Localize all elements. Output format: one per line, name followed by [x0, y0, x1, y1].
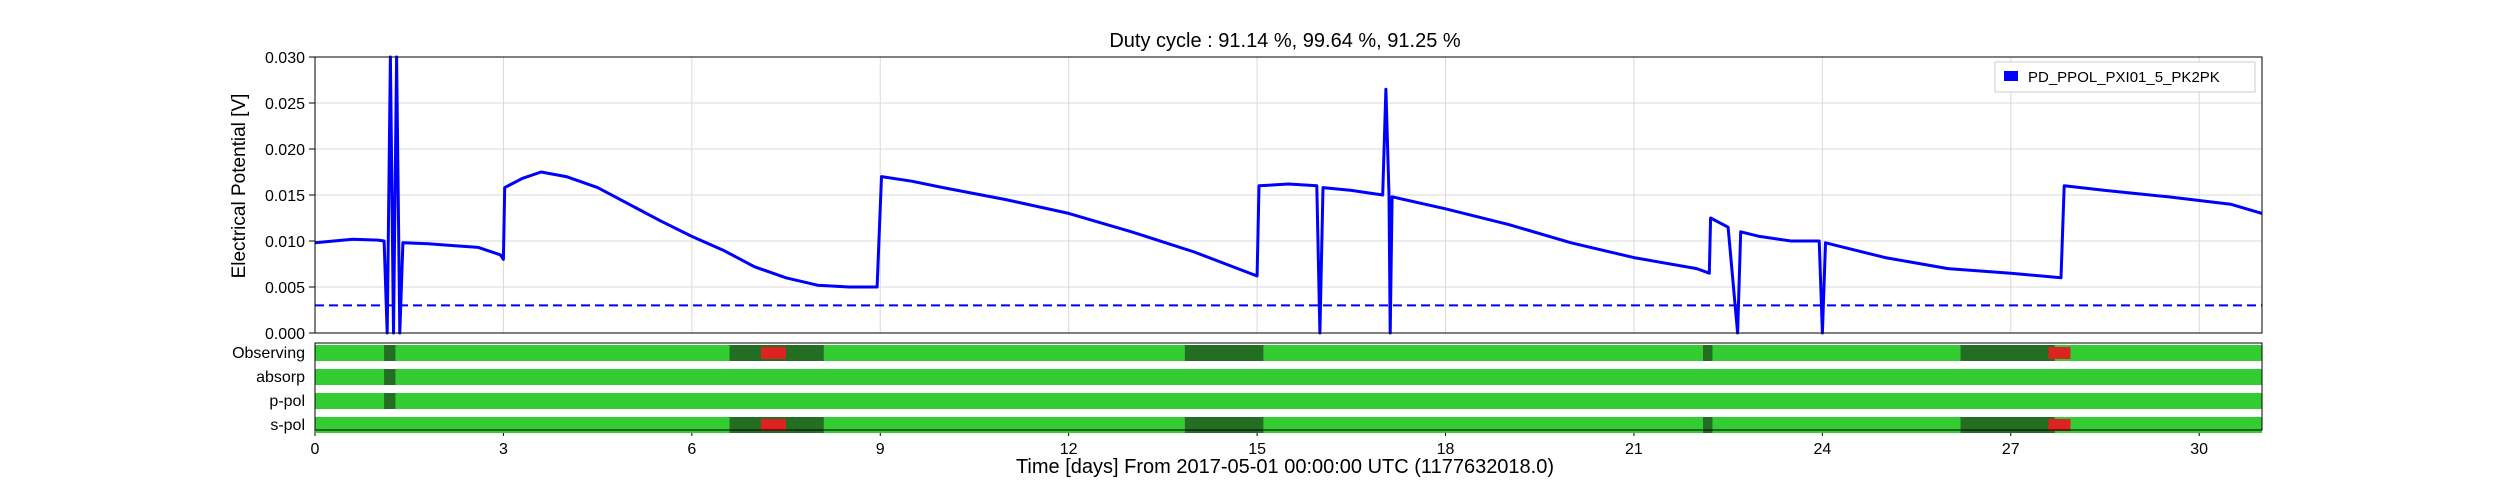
x-tick-label: 9: [876, 441, 885, 458]
y-axis-label: Electrical Potential [V]: [229, 94, 250, 279]
x-tick-label: 24: [1813, 441, 1831, 458]
segment-known: [1960, 345, 2055, 361]
segment-known: [1703, 345, 1713, 361]
segment-flag: [760, 419, 787, 431]
segment-bar-p-pol: [315, 393, 2262, 409]
x-tick-label: 27: [2002, 441, 2020, 458]
segment-label: p-pol: [269, 393, 305, 410]
segment-label: Observing: [232, 345, 305, 362]
segments-layer: Observing absorp p-pol s-pol: [232, 342, 2263, 434]
series-layer: [314, 55, 2263, 335]
y-tick-label: 0.015: [265, 188, 305, 205]
chart-title: Duty cycle : 91.14 %, 99.64 %, 91.25 %: [1109, 30, 1461, 52]
segment-known: [384, 393, 396, 409]
x-tick-label: 0: [311, 441, 320, 458]
y-tick-label: 0.025: [265, 96, 305, 113]
legend-label: PD_PPOL_PXI01_5_PK2PK: [2028, 69, 2220, 86]
x-axis-label: Time [days] From 2017-05-01 00:00:00 UTC…: [1016, 456, 1554, 478]
segment-known: [1184, 417, 1264, 433]
grid-layer: [314, 56, 2262, 334]
legend: PD_PPOL_PXI01_5_PK2PK: [1994, 61, 2256, 93]
segment-known: [1960, 417, 2055, 433]
legend-frame: [1994, 61, 2256, 93]
x-tick-label: 18: [1437, 441, 1455, 458]
x-tick-label: 21: [1625, 441, 1643, 458]
axis-layer: 0.000 0.005 0.010 0.015 0.020 0.025 0.030 0 3 6 9 1…: [265, 50, 2263, 458]
segment-flag: [2048, 347, 2071, 359]
segment-flag: [2048, 419, 2071, 431]
segment-known: [1184, 345, 1264, 361]
segment-flag: [760, 347, 787, 359]
x-tick-label: 12: [1060, 441, 1078, 458]
y-tick-label: 0.005: [265, 280, 305, 297]
segment-frame: [314, 342, 2263, 431]
y-tick-label: 0.000: [265, 326, 305, 343]
segment-known: [1703, 417, 1713, 433]
segment-label: s-pol: [270, 417, 305, 434]
x-tick-label: 6: [687, 441, 696, 458]
y-tick-label: 0.020: [265, 142, 305, 159]
y-tick-label: 0.010: [265, 234, 305, 251]
segment-bar-absorp: [315, 369, 2262, 385]
segment-label: absorp: [256, 369, 305, 386]
x-tick-label: 30: [2190, 441, 2208, 458]
series-line-0: [314, 55, 2263, 335]
y-tick-label: 0.030: [265, 50, 305, 67]
legend-swatch: [2004, 71, 2018, 81]
x-tick-label: 15: [1248, 441, 1266, 458]
x-tick-label: 3: [499, 441, 508, 458]
segment-known: [384, 369, 396, 385]
segment-known: [384, 345, 396, 361]
plot-frame: [314, 56, 2263, 334]
